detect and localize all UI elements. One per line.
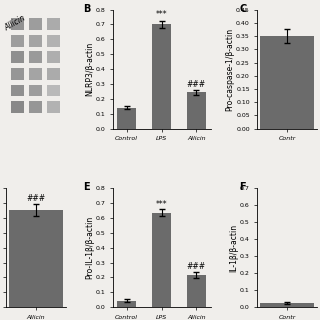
Bar [47,68,60,80]
Y-axis label: Pro-caspase-1/β-actin: Pro-caspase-1/β-actin [226,28,235,111]
Bar [11,84,24,97]
Text: Allicin: Allicin [3,13,28,32]
Bar [9,210,63,307]
Text: ###: ### [27,194,46,203]
Bar [29,68,42,80]
Bar [47,35,60,46]
Bar [29,51,42,63]
Text: C: C [240,4,247,14]
Bar [11,35,24,46]
Y-axis label: IL-1β/β-actin: IL-1β/β-actin [229,224,238,272]
Bar [11,18,24,30]
Bar [29,101,42,113]
Text: ###: ### [187,262,206,271]
Bar [11,101,24,113]
Bar [29,35,42,46]
Bar [152,25,171,129]
Bar [187,275,206,307]
Bar [187,92,206,129]
Text: ***: *** [156,200,167,209]
Text: E: E [83,182,90,192]
Y-axis label: Pro-IL-1β/β-actin: Pro-IL-1β/β-actin [85,216,94,279]
Bar [117,108,136,129]
Y-axis label: NLRP3/β-actin: NLRP3/β-actin [85,42,94,96]
Bar [152,213,171,307]
Bar [260,36,314,129]
Bar [117,300,136,307]
Bar [11,51,24,63]
Bar [47,51,60,63]
Bar [29,18,42,30]
Bar [47,101,60,113]
Bar [11,68,24,80]
Text: ***: *** [156,10,167,19]
Bar [260,303,314,307]
Text: ###: ### [187,80,206,89]
Text: B: B [83,4,91,14]
Text: F: F [240,182,246,192]
Bar [47,18,60,30]
Bar [47,84,60,97]
Bar [29,84,42,97]
